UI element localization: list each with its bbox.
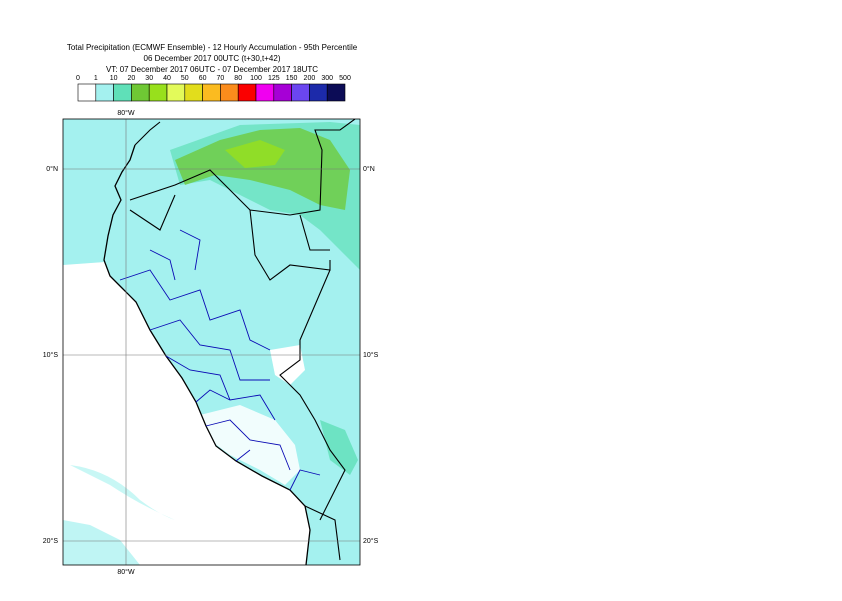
legend-label: 40 — [163, 75, 171, 82]
legend-swatch — [202, 83, 221, 102]
legend-label: 30 — [145, 75, 153, 82]
legend-label: 50 — [181, 75, 189, 82]
lat-label: 0°N — [46, 165, 58, 173]
legend-label: 10 — [110, 75, 118, 82]
legend-swatch — [237, 83, 257, 102]
title-block: Total Precipitation (ECMWF Ensemble) - 1… — [67, 43, 358, 74]
lat-label: 20°S — [43, 537, 59, 545]
legend-label: 500 — [339, 75, 351, 82]
rain-10 — [320, 420, 358, 475]
legend-label: 1 — [94, 75, 98, 82]
lat-label: 20°S — [363, 537, 379, 545]
grid-labels: 80°W 80°W 0°N 0°N 10°S 10°S 20°S 20°S — [43, 109, 379, 576]
legend-label: 150 — [286, 75, 298, 82]
map — [63, 119, 360, 565]
legend-label: 60 — [199, 75, 207, 82]
legend-swatch — [326, 83, 346, 102]
title-line: 06 December 2017 00UTC (t+30,t+42) — [144, 54, 281, 63]
legend-label: 125 — [268, 75, 280, 82]
ocean-patch — [63, 520, 140, 565]
title-line: Total Precipitation (ECMWF Ensemble) - 1… — [67, 43, 358, 52]
legend: 0 1 10 20 30 40 50 60 70 80 100 125 150 200 300 500 — [76, 75, 351, 102]
legend-label: 80 — [234, 75, 242, 82]
legend-swatch — [220, 83, 239, 102]
rain-30 — [225, 140, 285, 168]
lat-label: 10°S — [43, 351, 59, 359]
legend-label: 20 — [128, 75, 136, 82]
legend-swatch — [184, 83, 203, 102]
lon-label: 80°W — [117, 568, 135, 576]
title-line: VT: 07 December 2017 06UTC - 07 December… — [106, 65, 318, 74]
legend-label: 0 — [76, 75, 80, 82]
land-dry — [200, 405, 300, 485]
legend-swatch — [148, 83, 168, 102]
legend-label: 70 — [217, 75, 225, 82]
ocean-streak — [70, 465, 175, 520]
map-frame — [62, 118, 361, 566]
country-border — [129, 119, 356, 561]
lat-label: 0°N — [363, 165, 375, 173]
legend-swatch — [291, 83, 310, 102]
legend-label: 300 — [321, 75, 333, 82]
legend-label: 200 — [304, 75, 316, 82]
legend-swatch — [95, 83, 114, 102]
lon-label: 80°W — [117, 109, 135, 117]
legend-swatch — [273, 83, 292, 102]
lat-label: 10°S — [363, 351, 379, 359]
legend-swatch — [309, 83, 328, 102]
legend-swatch — [77, 83, 97, 102]
legend-swatch — [166, 83, 186, 102]
legend-swatch — [255, 83, 275, 102]
legend-swatch — [131, 83, 150, 102]
legend-swatch — [113, 83, 132, 102]
region-border — [119, 229, 321, 491]
legend-label: 100 — [250, 75, 262, 82]
